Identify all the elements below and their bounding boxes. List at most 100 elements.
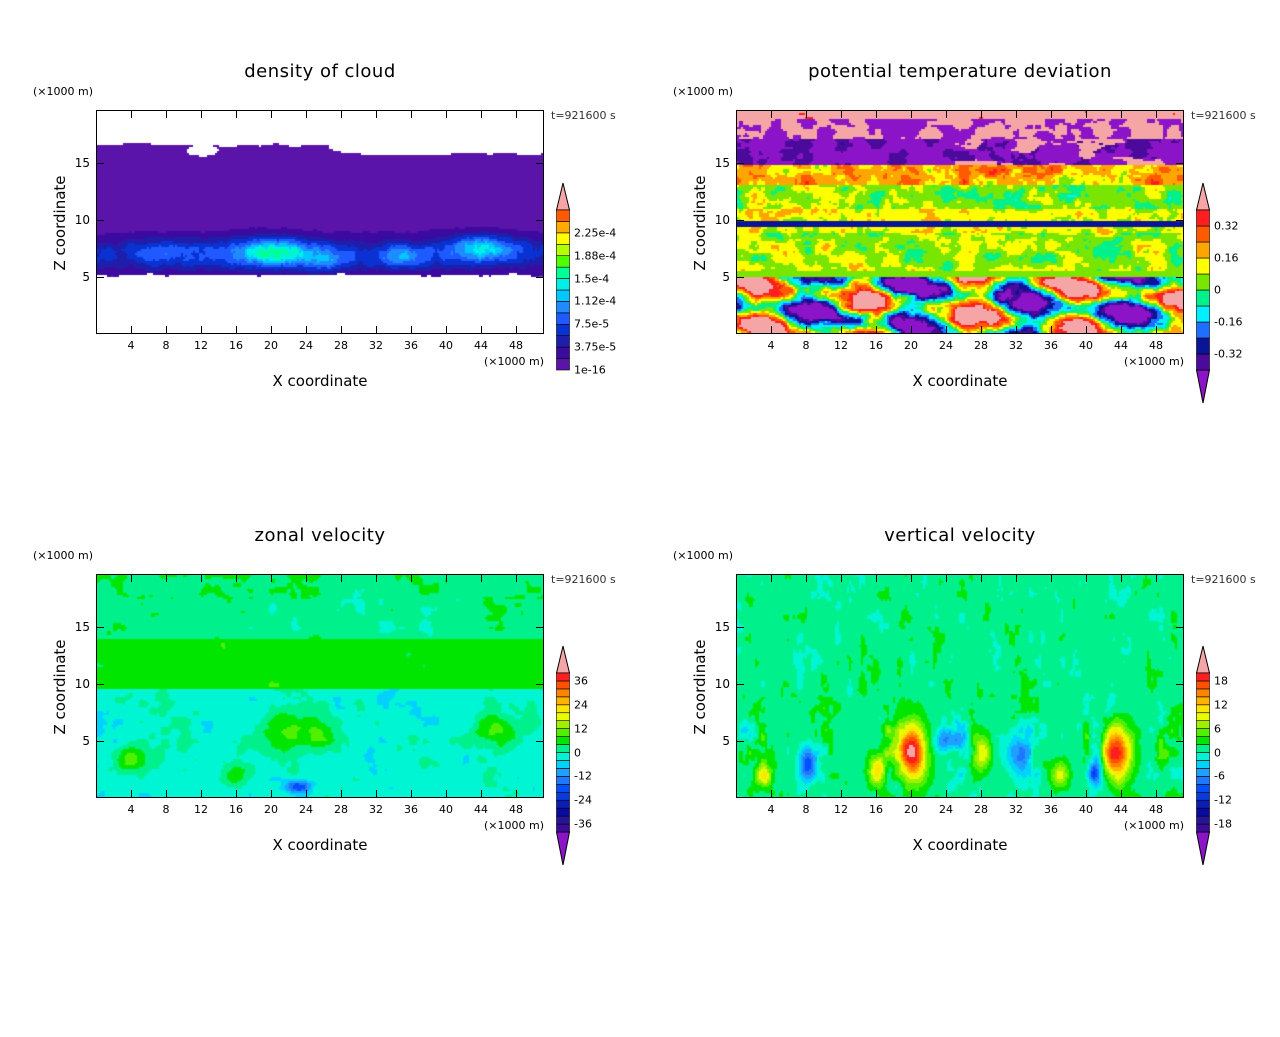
colorbar-label: 1.88e-4 [574, 249, 617, 263]
x-tick-mark [481, 326, 482, 334]
colorbar-bin [1196, 784, 1210, 793]
colorbar-bin [556, 289, 570, 302]
x-tick-mark [271, 574, 272, 582]
x-tick-label: 12 [834, 339, 848, 352]
x-unit-label: (×1000 m) [1124, 819, 1185, 832]
x-tick-mark [201, 110, 202, 118]
colorbar-bin [556, 243, 570, 257]
z-tick-mark [1176, 162, 1184, 164]
z-tick-mark [536, 162, 544, 164]
contour-field [737, 111, 1183, 333]
x-tick-mark [131, 326, 132, 334]
x-tick-label: 4 [127, 339, 135, 352]
colorbar-bin [556, 688, 570, 698]
x-axis-label: X coordinate [912, 372, 1008, 390]
x-tick-label: 36 [1044, 339, 1058, 352]
x-tick-mark [446, 326, 447, 334]
x-tick-mark [1051, 326, 1052, 334]
colorbar-bin [556, 209, 570, 222]
x-unit-label: (×1000 m) [484, 819, 545, 832]
colorbar-bin [556, 358, 570, 371]
colorbar-bin [1196, 337, 1210, 355]
x-tick-mark [201, 326, 202, 334]
colorbar-bin [556, 255, 570, 268]
colorbar-bin [1196, 672, 1210, 682]
x-tick-mark [981, 110, 982, 118]
x-tick-label: 40 [439, 803, 453, 816]
x-tick-label: 40 [1079, 339, 1093, 352]
x-tick-mark [1121, 790, 1122, 798]
x-tick-mark [806, 326, 807, 334]
x-tick-label: 20 [904, 803, 918, 816]
chart-title: zonal velocity [254, 525, 386, 546]
x-tick-mark [1086, 326, 1087, 334]
colorbar-bin [1196, 815, 1210, 825]
x-tick-label: 36 [1044, 803, 1058, 816]
x-tick-mark [946, 790, 947, 798]
colorbar-label: -0.32 [1214, 347, 1243, 361]
z-tick-mark [536, 626, 544, 628]
colorbar-bin [556, 312, 570, 325]
x-tick-mark [446, 790, 447, 798]
colorbar [556, 645, 571, 866]
colorbar-bin [1196, 736, 1210, 745]
x-axis-label: X coordinate [912, 836, 1008, 854]
colorbar-bin [1196, 289, 1210, 307]
x-tick-label: 40 [439, 339, 453, 352]
x-tick-label: 4 [127, 803, 135, 816]
z-tick-mark [1176, 683, 1184, 685]
x-tick-mark [236, 110, 237, 118]
z-tick-mark [536, 683, 544, 685]
colorbar-bin [556, 232, 570, 245]
colorbar-label: 0 [1214, 283, 1221, 297]
colorbar-bin [556, 221, 570, 234]
x-axis-label: X coordinate [272, 372, 368, 390]
x-tick-mark [911, 574, 912, 582]
x-tick-mark [306, 574, 307, 582]
z-axis-label: Z coordinate [691, 175, 709, 271]
z-tick-label: 15 [74, 619, 90, 634]
x-tick-mark [376, 574, 377, 582]
x-tick-label: 8 [162, 803, 170, 816]
x-tick-mark [516, 326, 517, 334]
x-tick-mark [981, 790, 982, 798]
z-tick-label: 5 [82, 269, 90, 284]
colorbar-label: 1.5e-4 [574, 272, 610, 286]
plot-area [96, 574, 544, 798]
colorbar-bin [1196, 696, 1210, 706]
x-tick-mark [446, 110, 447, 118]
colorbar-under-triangle [556, 831, 571, 866]
colorbar-bin [1196, 799, 1210, 809]
z-tick-label: 5 [722, 269, 730, 284]
x-tick-mark [271, 326, 272, 334]
colorbar-bin [1196, 752, 1210, 761]
x-tick-mark [1121, 326, 1122, 334]
x-tick-label: 16 [229, 339, 243, 352]
x-tick-mark [876, 326, 877, 334]
time-label: t=921600 s [551, 109, 616, 122]
x-tick-label: 32 [369, 803, 383, 816]
chart-title: potential temperature deviation [808, 61, 1112, 82]
z-tick-mark [736, 219, 744, 221]
colorbar-bin [556, 720, 570, 729]
x-tick-label: 16 [869, 339, 883, 352]
x-tick-mark [376, 790, 377, 798]
colorbar-label: 12 [1214, 698, 1228, 712]
z-axis-label: Z coordinate [51, 639, 69, 735]
x-tick-mark [201, 790, 202, 798]
x-tick-mark [1016, 574, 1017, 582]
z-tick-mark [736, 740, 744, 742]
x-tick-mark [841, 326, 842, 334]
x-tick-label: 48 [509, 339, 523, 352]
z-tick-mark [1176, 276, 1184, 278]
x-tick-label: 8 [162, 339, 170, 352]
x-tick-mark [841, 574, 842, 582]
x-tick-mark [166, 790, 167, 798]
panel-zonal-velocity: zonal velocity (×1000 m) t=921600 s 4 8 12 16 2… [33, 525, 736, 1037]
panel-density-of-cloud: density of cloud (×1000 m) t=921600 s 4 8 12 1… [33, 61, 736, 573]
colorbar-bin [556, 696, 570, 706]
x-tick-mark [341, 574, 342, 582]
colorbar-label: 12 [574, 722, 588, 736]
colorbar-bin [1196, 807, 1210, 817]
colorbar-label: 24 [574, 698, 588, 712]
